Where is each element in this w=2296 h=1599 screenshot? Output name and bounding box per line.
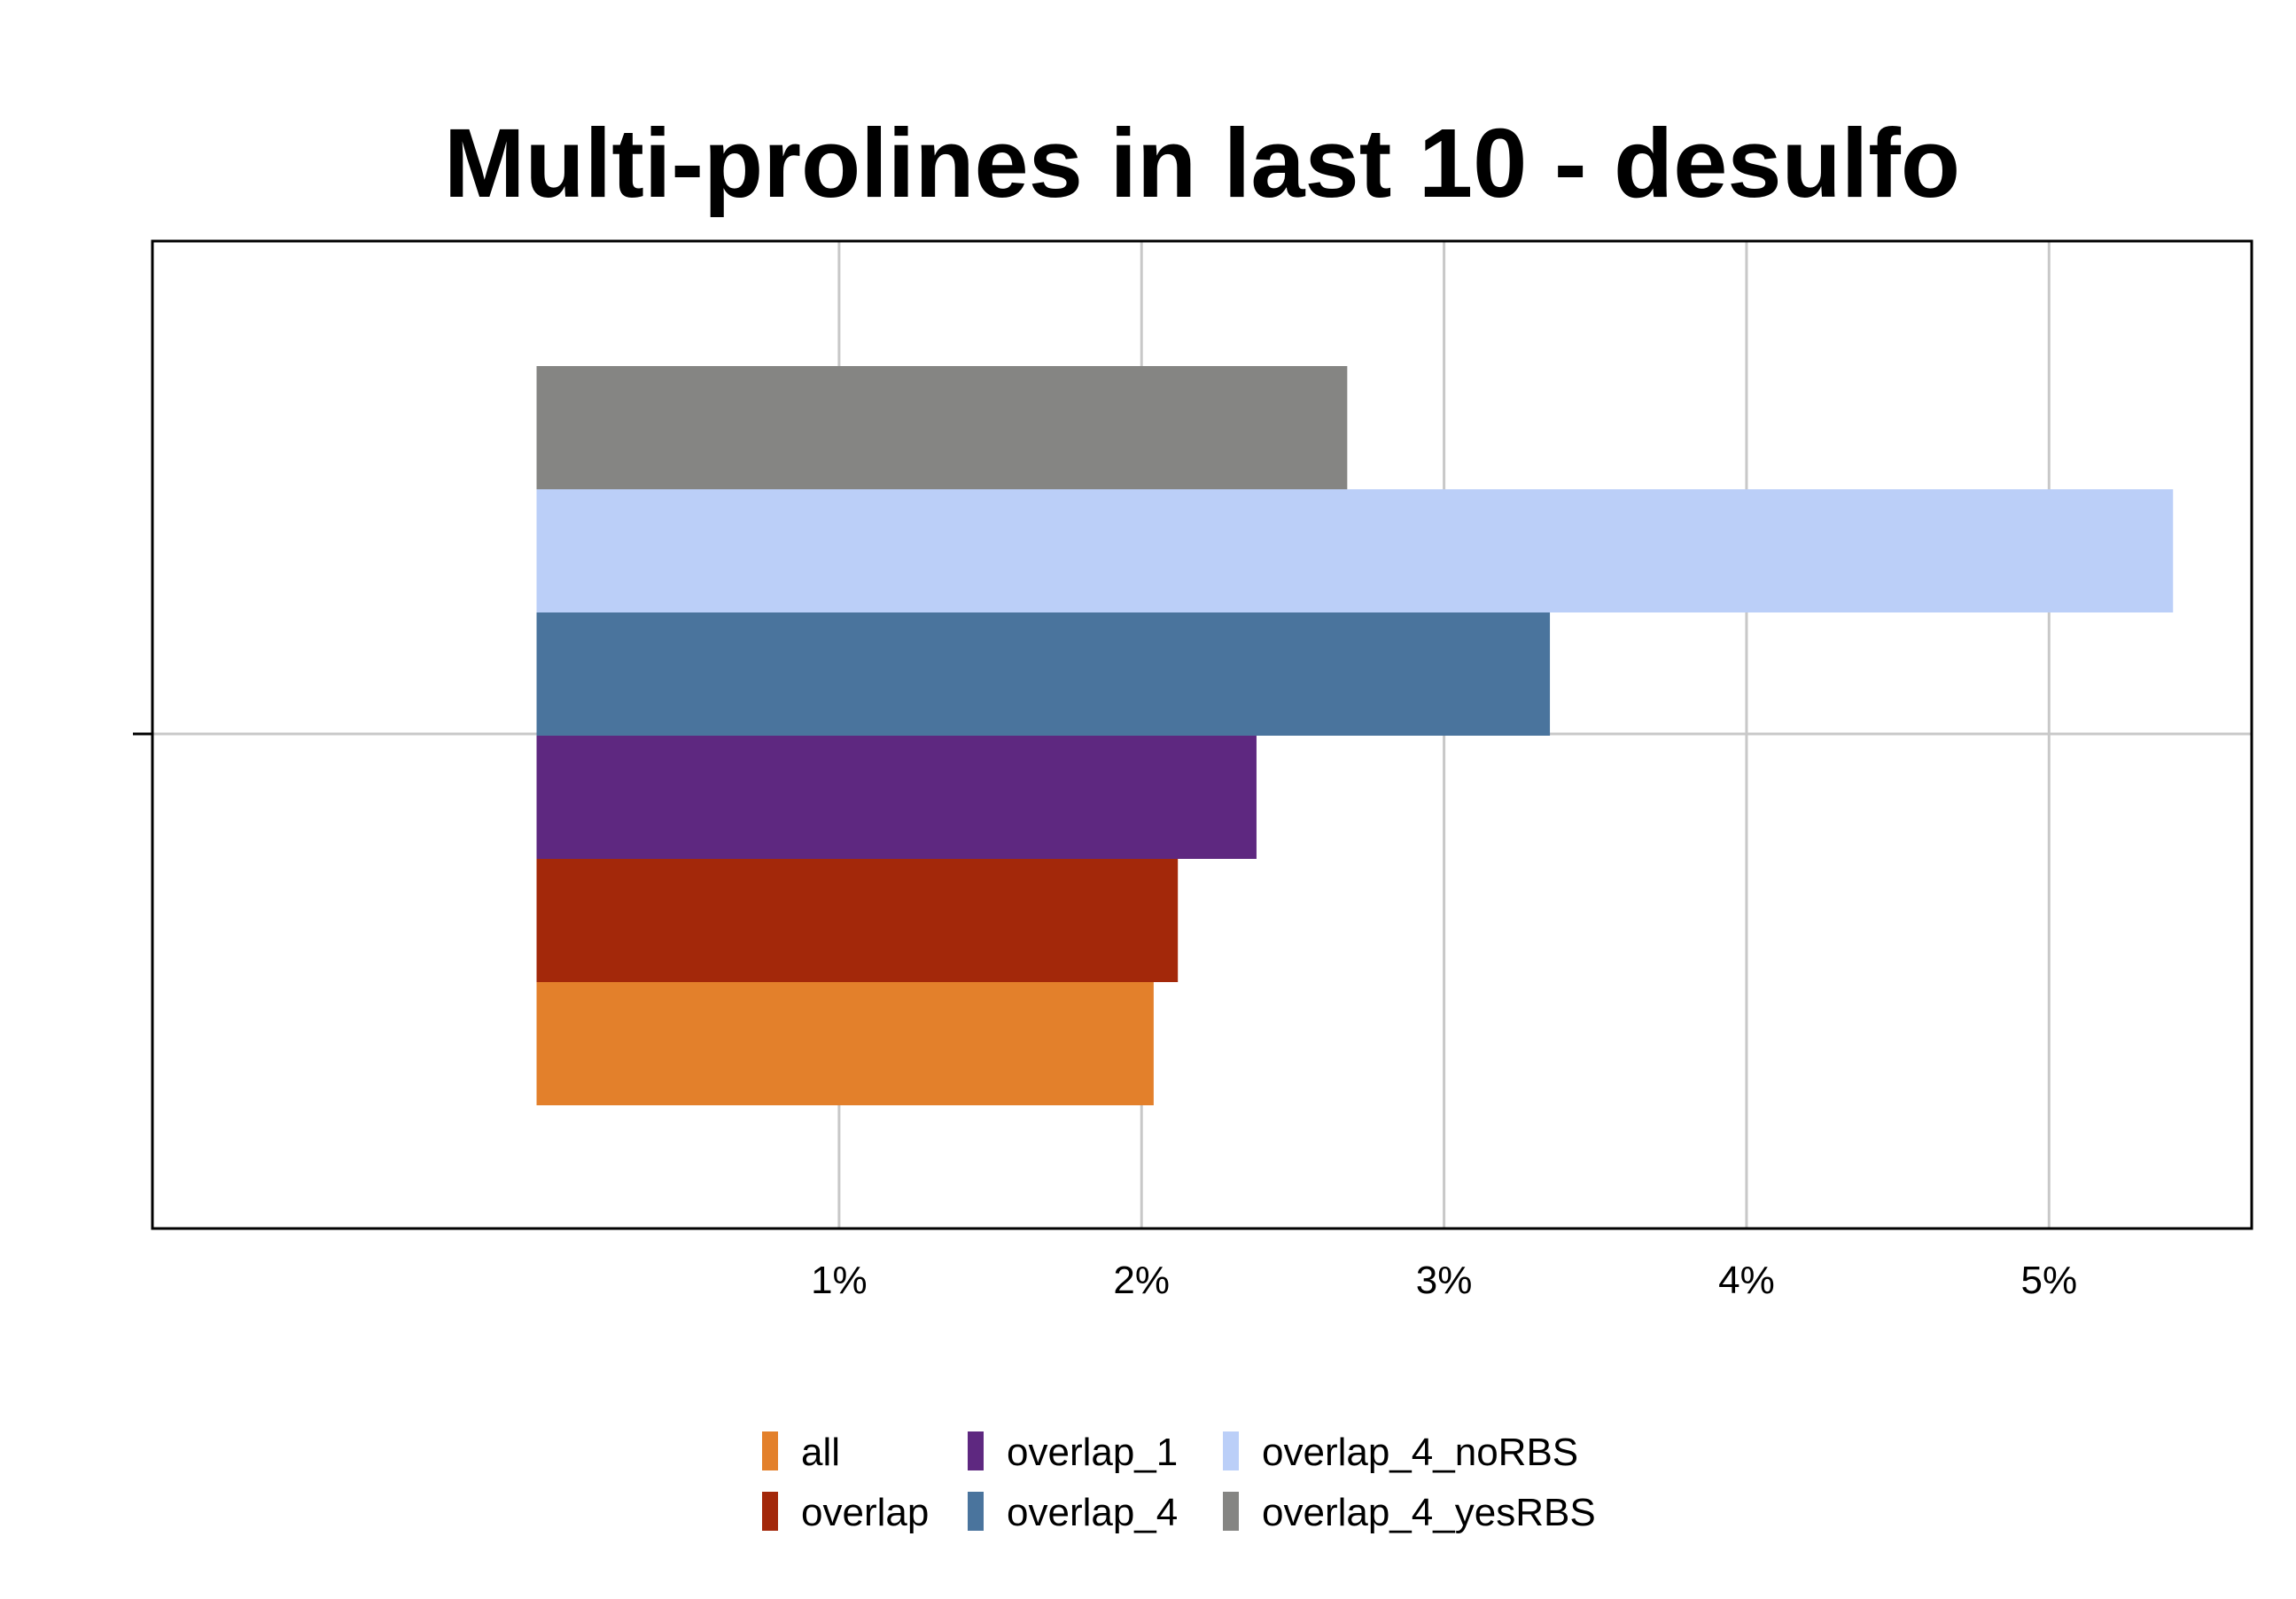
legend-label-overlap-1: overlap_1 xyxy=(1007,1431,1178,1474)
legend-label-overlap: overlap xyxy=(801,1491,929,1534)
bar-overlap xyxy=(536,859,1179,982)
x-tick-label-4: 4% xyxy=(1718,1259,1775,1302)
legend-label-all: all xyxy=(801,1431,840,1474)
axes: 1% 2% 3% 4% 5% xyxy=(133,239,2253,1302)
legend-key-all xyxy=(762,1431,778,1470)
bar-overlap-4 xyxy=(536,612,1551,736)
bars xyxy=(536,366,2174,1105)
legend-key-overlap-4-noRBS xyxy=(1223,1431,1239,1470)
bar-overlap-4-noRBS xyxy=(536,489,2174,612)
bar-overlap-4-yesRBS xyxy=(536,366,1348,489)
legend-key-overlap-4-yesRBS xyxy=(1223,1492,1239,1531)
bar-all xyxy=(536,982,1154,1105)
chart-title: Multi-prolines in last 10 - desulfo xyxy=(444,109,1960,218)
legend-key-overlap-4 xyxy=(968,1492,984,1531)
x-tick-label-2: 2% xyxy=(1113,1259,1170,1302)
legend-key-overlap-1 xyxy=(968,1431,984,1470)
legend: all overlap overlap_1 overlap_4 overlap_4_no… xyxy=(762,1431,1596,1534)
legend-label-overlap-4-yesRBS: overlap_4_yesRBS xyxy=(1262,1491,1596,1534)
x-tick-label-1: 1% xyxy=(811,1259,868,1302)
legend-label-overlap-4: overlap_4 xyxy=(1007,1491,1178,1534)
x-tick-label-3: 3% xyxy=(1416,1259,1473,1302)
bar-overlap-1 xyxy=(536,736,1257,859)
legend-label-overlap-4-noRBS: overlap_4_noRBS xyxy=(1262,1431,1578,1474)
x-tick-label-5: 5% xyxy=(2020,1259,2077,1302)
legend-key-overlap xyxy=(762,1492,778,1531)
